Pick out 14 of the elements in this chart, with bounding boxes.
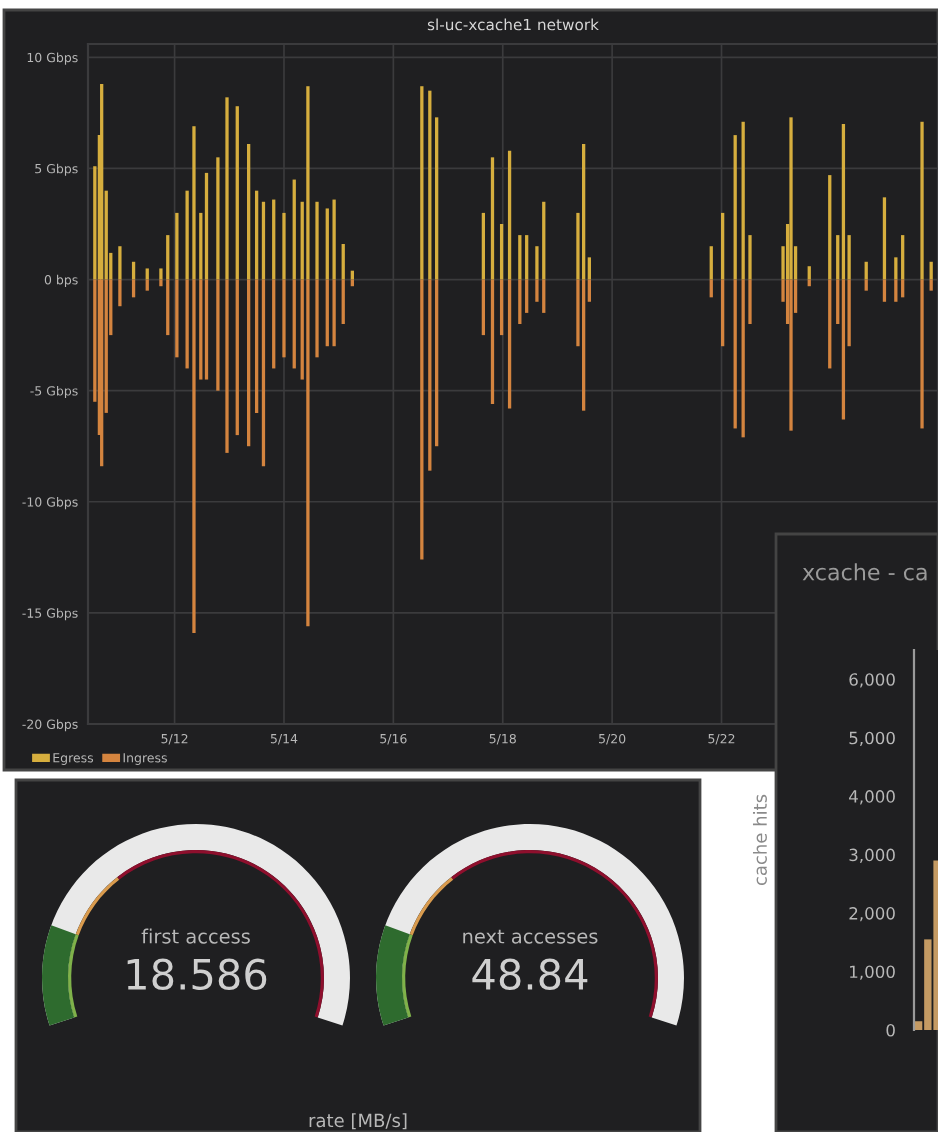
category-label: next accesses xyxy=(463,929,598,944)
data-label: 18.586 xyxy=(127,958,267,991)
y-tick-label: 6,000 xyxy=(849,673,895,688)
y-axis-title: cache hits xyxy=(752,794,767,886)
y-tick-label: 1,000 xyxy=(850,965,895,980)
y-tick-label: 5,000 xyxy=(849,731,895,746)
data-label: 48.84 xyxy=(472,958,588,991)
y-tick-label: 3,000 xyxy=(849,848,895,863)
y-tick-label: 4,000 xyxy=(849,790,895,805)
category-label: first access xyxy=(141,928,250,944)
text: rate [MB/s] xyxy=(309,1113,407,1130)
y-tick-label: 2,000 xyxy=(849,907,895,922)
chart-title: xcache - ca xyxy=(802,563,927,581)
y-tick-label: 0 xyxy=(886,1023,895,1037)
